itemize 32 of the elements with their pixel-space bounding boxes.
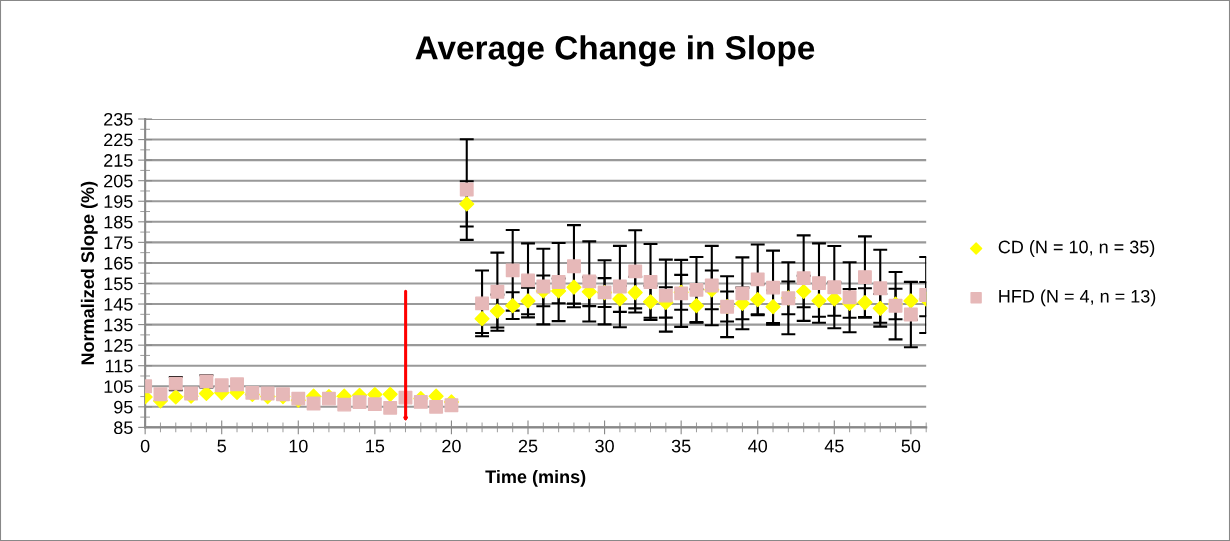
y-tick-label: 235: [104, 112, 133, 126]
y-tick-label: 105: [104, 380, 133, 393]
y-tick-label: 145: [104, 298, 133, 311]
x-tick-label: 50: [901, 439, 921, 453]
y-tick-label: 225: [104, 133, 133, 147]
legend-label: CD (N = 10, n = 35): [998, 240, 1155, 257]
y-tick-label: 155: [104, 277, 133, 291]
y-tick-label: 125: [104, 339, 133, 352]
y-tick-label: 215: [104, 154, 133, 167]
y-tick-label: 205: [104, 174, 133, 188]
y-tick-label: 165: [104, 256, 133, 270]
x-tick-label: 35: [671, 439, 691, 453]
x-axis-title: Time (mins): [485, 469, 586, 487]
y-tick-label: 185: [104, 215, 133, 229]
y-tick-label: 135: [104, 318, 133, 332]
y-tick-label: 85: [114, 421, 133, 435]
y-tick-label: 195: [104, 195, 133, 208]
legend-label: HFD (N = 4, n = 13): [999, 289, 1156, 307]
x-tick-label: 40: [748, 439, 768, 453]
y-tick-label: 175: [104, 236, 133, 250]
x-tick-label: 0: [140, 439, 150, 453]
y-tick-label: 115: [105, 359, 133, 373]
x-tick-label: 45: [824, 439, 844, 453]
chart-title: Average Change in Slope: [415, 35, 815, 67]
x-tick-label: 25: [518, 439, 538, 453]
y-axis-title: Normalized Slope (%): [80, 181, 98, 365]
x-tick-label: 20: [442, 439, 461, 453]
x-tick-label: 30: [595, 439, 614, 453]
x-tick-label: 10: [289, 439, 308, 453]
x-tick-label: 5: [217, 439, 226, 453]
x-tick-label: 15: [366, 439, 385, 453]
y-tick-label: 95: [114, 400, 133, 414]
